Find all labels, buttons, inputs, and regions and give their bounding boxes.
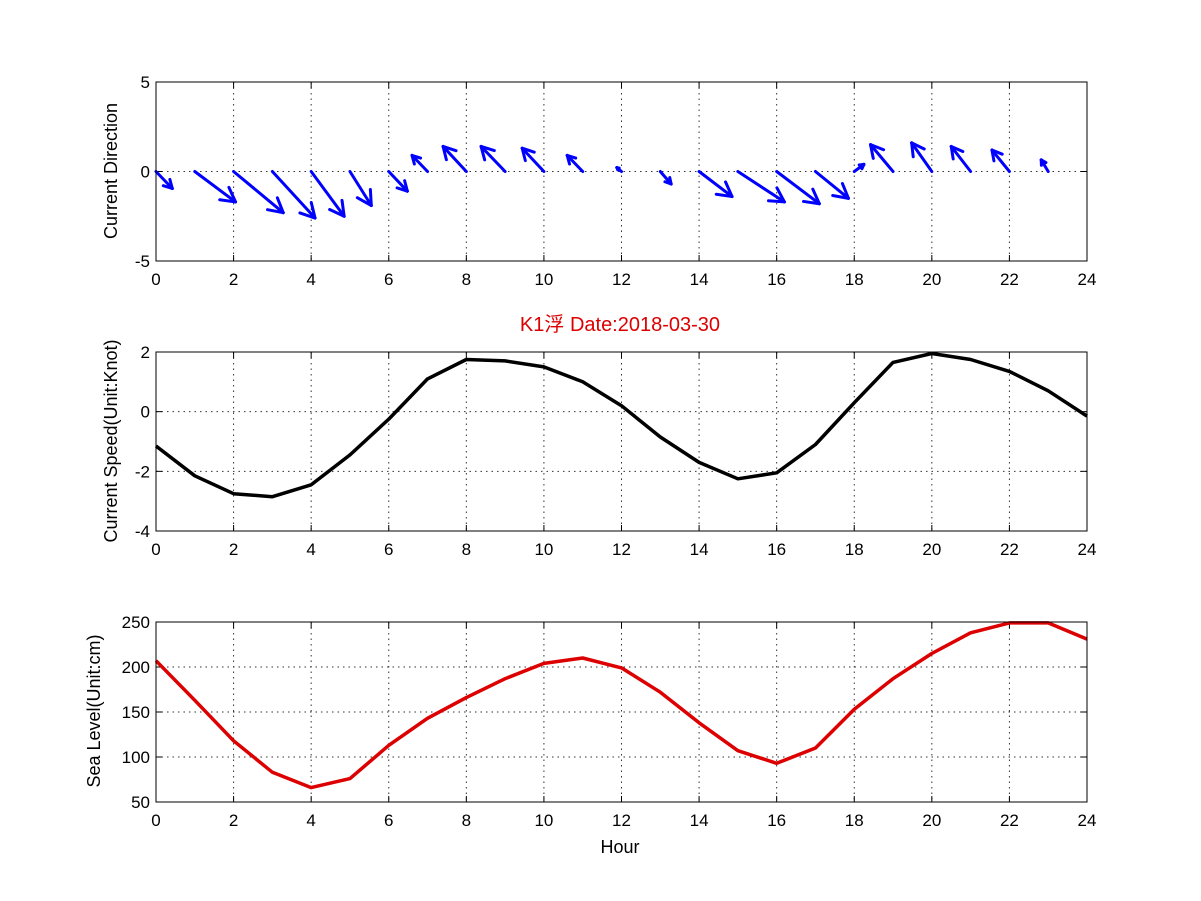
speed-xtick-label: 4 [306,540,315,559]
direction-xtick-label: 16 [767,270,786,289]
direction-xtick-label: 22 [1000,270,1019,289]
direction-arrow [193,170,238,204]
direction-xtick-label: 14 [690,270,709,289]
speed-ytick-label: -2 [135,462,150,481]
sea-level-ylabel: Sea Level(Unit:cm) [84,634,104,787]
sea-level-xtick-label: 14 [690,811,709,830]
direction-xtick-label: 2 [229,270,238,289]
sea-level-xtick-label: 20 [922,811,941,830]
direction-axes-frame [155,81,1088,262]
direction-xtick-label: 0 [151,270,160,289]
speed-xtick-label: 18 [845,540,864,559]
sea-level-panel: Sea Level(Unit:cm) Hour 0 2 4 6 8 10 12 14 16 18 2… [84,613,1096,857]
sea-level-ytick-label: 150 [122,703,150,722]
direction-arrow [813,170,850,200]
speed-xtick-label: 0 [151,540,160,559]
direction-ytick-label: 0 [141,163,150,182]
direction-arrow [441,144,468,173]
direction-arrow [949,144,973,173]
sea-level-xlabel: Hour [600,837,639,857]
speed-xtick-label: 12 [612,540,631,559]
sea-level-xtick-label: 6 [384,811,393,830]
sea-level-xtick-label: 10 [534,811,553,830]
speed-xtick-label: 24 [1078,540,1097,559]
sea-level-xtick-label: 16 [767,811,786,830]
speed-ytick-label: 0 [141,403,150,422]
direction-ytick-label: -5 [135,252,150,271]
direction-xtick-label: 24 [1078,270,1097,289]
sea-level-axes-frame [155,621,1088,803]
direction-arrow [736,170,786,204]
direction-arrow [154,170,174,191]
direction-arrow [309,170,346,218]
direction-arrow [775,170,821,206]
sea-level-ytick-label: 200 [122,658,150,677]
direction-arrow [990,148,1011,173]
direction-xtick-label: 6 [384,270,393,289]
direction-panel: Current Direction 0 2 4 6 8 10 12 14 16 18 20 22 245… [101,73,1096,289]
direction-arrow [410,153,430,173]
sea-level-xtick-label: 24 [1078,811,1097,830]
direction-arrow [520,146,546,173]
sea-level-ytick-label: 50 [131,793,150,812]
direction-arrow [387,170,409,193]
direction-arrow [565,153,585,173]
sea-level-xtick-label: 12 [612,811,631,830]
speed-axes-frame [155,351,1088,532]
direction-arrow [852,162,866,173]
direction-arrow [615,166,623,173]
direction-arrow [479,144,507,173]
direction-ylabel: Current Direction [101,103,121,239]
direction-xtick-label: 18 [845,270,864,289]
speed-ytick-label: -4 [135,522,150,541]
speed-ylabel: Current Speed(Unit:Knot) [101,339,121,542]
sea-level-series-line [154,621,1088,790]
direction-arrow [1039,158,1050,173]
sea-level-xtick-label: 8 [462,811,471,830]
direction-arrow [910,141,934,173]
speed-ytick-label: 2 [141,343,150,362]
speed-xtick-label: 20 [922,540,941,559]
direction-xtick-label: 20 [922,270,941,289]
speed-series-line [154,351,1088,499]
sea-level-ytick-label: 100 [122,748,150,767]
speed-xtick-label: 10 [534,540,553,559]
direction-arrow [348,170,373,208]
direction-arrow [270,170,317,220]
direction-ytick-label: 5 [141,73,150,92]
speed-xtick-label: 16 [767,540,786,559]
sea-level-ytick-label: 250 [122,613,150,632]
direction-arrow [697,170,734,199]
chart-title: K1浮 Date:2018-03-30 [520,313,720,336]
sea-level-xtick-label: 4 [306,811,315,830]
sea-level-xtick-label: 22 [1000,811,1019,830]
sea-level-xtick-label: 2 [229,811,238,830]
direction-arrow [658,170,673,186]
speed-xtick-label: 2 [229,540,238,559]
direction-arrow [232,170,285,215]
speed-xtick-label: 14 [690,540,709,559]
direction-xtick-label: 4 [306,270,315,289]
direction-xtick-label: 10 [534,270,553,289]
sea-level-xtick-label: 18 [845,811,864,830]
speed-panel: K1浮 Date:2018-03-30 Current Speed(Unit:K… [101,313,1096,559]
direction-xtick-label: 12 [612,270,631,289]
speed-xtick-label: 6 [384,540,393,559]
direction-xtick-label: 8 [462,270,471,289]
speed-xtick-label: 8 [462,540,471,559]
direction-arrow [869,143,895,173]
speed-xtick-label: 22 [1000,540,1019,559]
sea-level-xtick-label: 0 [151,811,160,830]
